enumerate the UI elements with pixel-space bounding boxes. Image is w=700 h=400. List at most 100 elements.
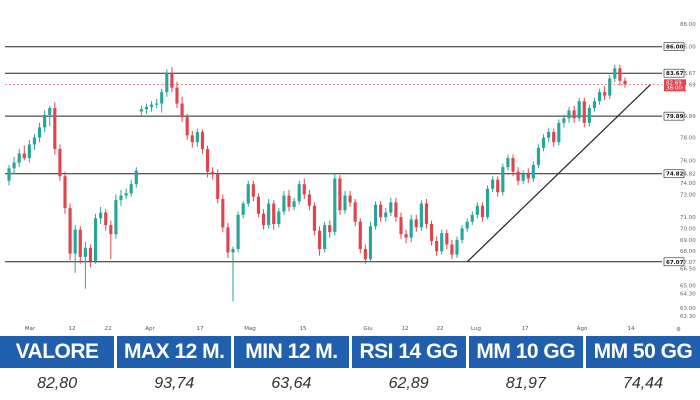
candle-body [226, 227, 230, 253]
y-tick-label: 68.00 [680, 249, 696, 255]
candle-body [37, 127, 42, 138]
stats-value-rsi-14gg: 62,89 [388, 375, 429, 392]
candle-body [302, 184, 306, 195]
candlestick-chart-svg: 88.00 86.00 83.67 82.69 79.89 78.00 76.00 74.82… [5, 22, 696, 333]
candle-body [205, 148, 210, 172]
x-tick-label: Apr [145, 326, 155, 332]
candle-body [211, 171, 215, 174]
candle-body [83, 247, 87, 257]
candle-body [567, 110, 571, 119]
candle-body [160, 92, 164, 104]
candle-body [618, 68, 622, 81]
candle-body [68, 208, 72, 254]
candle-body [475, 205, 479, 215]
candle-body [104, 212, 108, 226]
candle-body [577, 101, 581, 119]
candle-body [58, 148, 62, 177]
candle-body [450, 244, 454, 255]
x-tick-label: 15 [300, 326, 307, 332]
last-price-label: 82.69 [666, 80, 682, 86]
level-label-box [663, 68, 685, 78]
candle-body [185, 117, 189, 136]
x-tick-label: 12 [402, 326, 409, 332]
x-tick-label: Mar [25, 326, 36, 332]
x-tick-label: 22 [105, 326, 112, 332]
candle-body [312, 205, 317, 231]
stats-value-max-12m: 93,74 [154, 375, 195, 392]
candle-body [404, 234, 408, 238]
candle-body [399, 217, 403, 235]
candle-body [246, 184, 250, 204]
candle-body [155, 103, 159, 105]
candle-body [516, 171, 520, 181]
candle-body [368, 226, 373, 260]
candle-body [272, 203, 276, 224]
candle-body [27, 144, 31, 159]
y-tick-label: 69.00 [680, 238, 696, 244]
y-tick-label: 73.00 [680, 192, 696, 198]
stats-header-mm-10gg: MM 10 GG [468, 336, 583, 368]
candle-body [389, 202, 393, 213]
candle-body [541, 137, 546, 148]
candle-body [424, 203, 429, 224]
candle-body [613, 68, 617, 79]
candle-body [348, 195, 352, 203]
candle-body [384, 212, 388, 218]
candle-body [241, 203, 245, 215]
stats-value-mm-10gg: 81,97 [505, 375, 546, 392]
candle-body [557, 122, 561, 143]
candle-body [455, 239, 459, 255]
candle-body [109, 225, 113, 235]
x-tick-label: Giu [363, 326, 372, 332]
candle-body [353, 202, 357, 222]
candle-body [572, 110, 576, 119]
level-label: 79.89 [666, 114, 684, 120]
candle-body [144, 106, 149, 110]
stats-value-row: 82,80 93,74 63,64 62,89 81,97 74,44 [0, 368, 700, 400]
y-tick-label: 66.50 [680, 266, 696, 272]
candle-body [12, 162, 16, 169]
candle-body [236, 214, 240, 249]
candle-body [251, 184, 255, 197]
last-price-badge [664, 79, 686, 92]
y-tick-label: 78.00 [680, 136, 696, 142]
candle-body [521, 173, 525, 181]
candle-body [552, 131, 556, 143]
x-tick-label: 12 [69, 326, 76, 332]
y-tick-label: 67.07 [680, 260, 696, 266]
candle-body [43, 114, 47, 128]
chart-settings-icon: ⚙ [676, 327, 681, 333]
candle-body [414, 219, 418, 228]
y-tick-label: 63.00 [680, 306, 696, 312]
candle-body [323, 225, 327, 249]
candle-body [22, 153, 26, 159]
y-tick-label: 71.00 [680, 215, 696, 221]
candle-body [328, 225, 332, 232]
candle-body [343, 195, 347, 211]
candle-body [526, 173, 530, 179]
candle-body [256, 196, 261, 214]
candle-body [419, 203, 423, 228]
candle-body [139, 109, 143, 112]
candle-body [582, 101, 586, 123]
candle-body [358, 221, 362, 249]
candle-body [333, 178, 337, 232]
candle-body [297, 184, 301, 202]
y-tick-label: 74.82 [680, 172, 696, 178]
candle-body [394, 202, 398, 218]
candle-body [149, 104, 154, 107]
candle-body [114, 200, 118, 235]
candle-body [216, 173, 220, 199]
candle-body [603, 92, 607, 96]
candle-body [592, 101, 597, 109]
stats-header-row: VALORE MAX 12 M. MIN 12 M. RSI 14 GG MM … [0, 336, 700, 368]
candle-body [445, 233, 449, 245]
candle-body [175, 87, 179, 104]
candle-body [48, 108, 52, 115]
candle-body [501, 167, 505, 193]
candle-body [317, 230, 322, 249]
candle-body [587, 108, 591, 123]
candle-body [536, 147, 541, 165]
stats-header-valore: VALORE [0, 336, 115, 368]
candle-body [292, 201, 296, 207]
